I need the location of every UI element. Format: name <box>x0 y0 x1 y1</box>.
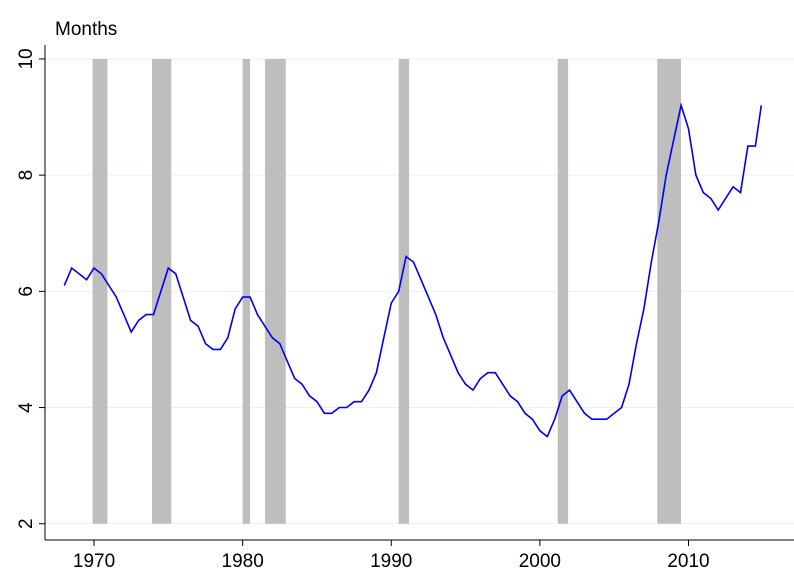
recession-band <box>398 58 410 524</box>
y-tick-label: 2 <box>16 518 37 529</box>
x-tick-label: 1990 <box>370 551 412 572</box>
x-tick-label: 2000 <box>519 551 561 572</box>
recession-band <box>264 58 286 524</box>
y-tick-label: 10 <box>16 48 37 69</box>
y-tick-label: 4 <box>16 402 37 413</box>
y-axis-title: Months <box>55 19 117 40</box>
recession-band <box>92 58 108 524</box>
recession-band <box>242 58 251 524</box>
x-tick-label: 2010 <box>667 551 709 572</box>
y-tick-label: 6 <box>16 286 37 297</box>
data-line <box>63 102 763 438</box>
y-tick-label: 8 <box>16 170 37 181</box>
x-tick-label: 1970 <box>73 551 115 572</box>
recession-band <box>557 58 569 524</box>
recession-band <box>657 58 682 524</box>
x-tick-label: 1980 <box>222 551 264 572</box>
